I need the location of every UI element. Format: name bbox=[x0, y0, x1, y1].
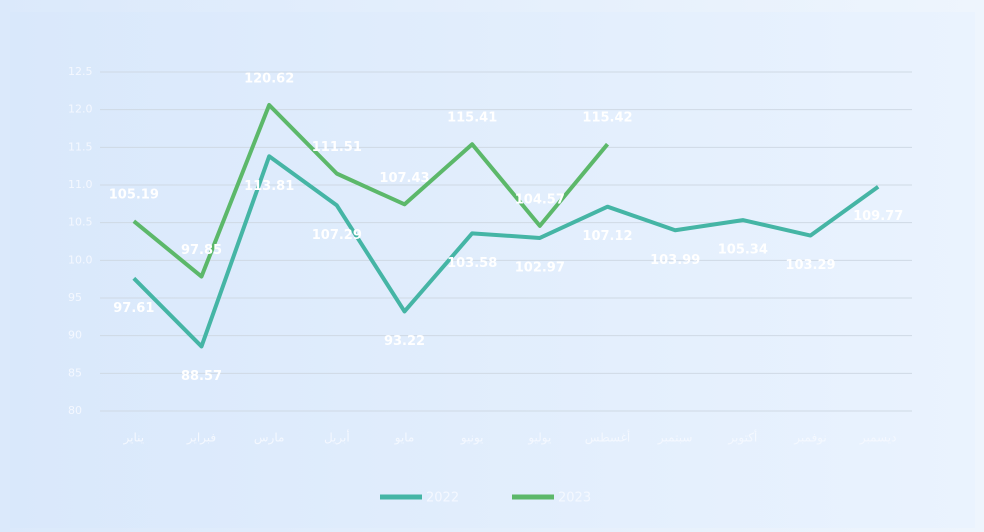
legend-label: 2023 bbox=[558, 491, 591, 506]
data-label: 107.29 bbox=[312, 228, 362, 243]
data-label: 103.58 bbox=[447, 256, 497, 271]
data-label: 113.81 bbox=[244, 179, 294, 194]
data-label: 103.29 bbox=[785, 258, 835, 273]
series-line bbox=[132, 102, 610, 279]
data-label: 88.57 bbox=[181, 369, 222, 384]
y-tick-label: 12.0 bbox=[68, 103, 93, 116]
x-tick-label: يناير bbox=[123, 431, 145, 446]
data-label: 105.19 bbox=[109, 188, 159, 203]
y-tick-label: 10.0 bbox=[68, 253, 93, 266]
y-tick-label: 95 bbox=[68, 291, 82, 304]
x-tick-label: يوليو bbox=[527, 431, 551, 446]
series-line bbox=[132, 154, 880, 349]
y-tick-label: 11.0 bbox=[68, 178, 93, 191]
y-tick-label: 10.5 bbox=[68, 216, 93, 229]
x-tick-label: نوفمبر bbox=[793, 431, 826, 446]
data-label: 93.22 bbox=[384, 334, 425, 349]
x-tick-label: سبتمبر bbox=[657, 431, 692, 446]
data-label: 103.99 bbox=[650, 253, 700, 268]
y-tick-label: 90 bbox=[68, 329, 82, 342]
x-tick-label: يونيو bbox=[460, 431, 484, 446]
y-tick-label: 11.5 bbox=[68, 140, 93, 153]
data-label: 115.42 bbox=[582, 111, 632, 126]
data-label: 115.41 bbox=[447, 111, 497, 126]
y-tick-label: 12.5 bbox=[68, 65, 93, 78]
y-tick-label: 80 bbox=[68, 404, 82, 417]
data-label: 105.34 bbox=[718, 243, 768, 258]
data-label: 97.61 bbox=[113, 301, 154, 316]
x-tick-label: مايو bbox=[394, 431, 415, 446]
x-tick-label: مارس bbox=[254, 431, 285, 446]
data-label: 102.97 bbox=[515, 260, 565, 275]
x-tick-label: أبريل bbox=[324, 430, 350, 446]
data-label: 111.51 bbox=[312, 140, 362, 155]
y-tick-label: 85 bbox=[68, 366, 82, 379]
data-label: 104.57 bbox=[515, 192, 565, 207]
x-tick-label: أغسطس bbox=[585, 430, 630, 446]
x-tick-label: أكتوبر bbox=[727, 430, 757, 446]
data-label: 107.12 bbox=[582, 229, 632, 244]
x-tick-label: فبراير bbox=[186, 431, 216, 446]
legend-label: 2022 bbox=[426, 491, 459, 506]
chart-card bbox=[10, 12, 975, 528]
data-label: 120.62 bbox=[244, 71, 294, 86]
data-label: 109.77 bbox=[853, 209, 903, 224]
data-label: 107.43 bbox=[379, 171, 429, 186]
data-label: 97.85 bbox=[181, 243, 222, 258]
x-tick-label: ديسمبر bbox=[859, 431, 897, 446]
